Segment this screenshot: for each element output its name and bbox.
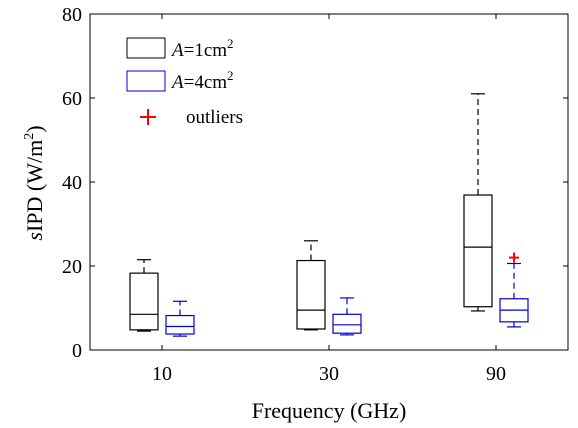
y-axis-title-main: IPD (W/m — [22, 140, 47, 232]
box-layer — [129, 93, 529, 337]
legend-label-1cm2: A=1cm2 — [170, 36, 234, 61]
plot-area — [89, 13, 569, 351]
legend-swatch-1cm2 — [126, 37, 166, 59]
legend-label-1cm2-text: =1cm — [184, 40, 228, 61]
legend-label-4cm2-text: =4cm — [184, 72, 228, 93]
outlier-0 — [509, 252, 519, 263]
y-tick-label-80: 80 — [62, 4, 82, 26]
legend-label-4cm2: A=4cm2 — [170, 68, 234, 93]
iqr-box — [463, 194, 493, 308]
y-tick-label-40: 40 — [62, 172, 82, 194]
box-4cm2-90 — [499, 252, 529, 328]
box-1cm2-10 — [129, 259, 159, 332]
iqr-box — [332, 313, 362, 334]
legend-label-4cm2-sup: 2 — [227, 68, 234, 83]
y-tick-label-0: 0 — [72, 340, 82, 362]
y-tick-label-60: 60 — [62, 88, 82, 110]
legend: A=1cm2 A=4cm2 outliers — [126, 36, 243, 128]
box-4cm2-30 — [332, 297, 362, 336]
x-tick-label-10: 10 — [152, 363, 172, 385]
y-axis-title-sup: 2 — [22, 133, 37, 140]
legend-label-outliers: outliers — [186, 107, 243, 128]
x-tick-label-90: 90 — [486, 363, 506, 385]
box-1cm2-90 — [463, 93, 493, 312]
legend-label-4cm2-italic: A — [170, 72, 184, 93]
iqr-box — [129, 272, 159, 331]
y-axis-title: sIPD (W/m2) — [22, 125, 47, 240]
y-tick-label-20: 20 — [62, 256, 82, 278]
axes-frame — [89, 13, 569, 351]
legend-label-1cm2-italic: A — [170, 40, 184, 61]
box-1cm2-30 — [296, 240, 326, 331]
x-tick-label-30: 30 — [319, 363, 339, 385]
legend-swatch-4cm2 — [126, 70, 166, 92]
iqr-box — [296, 259, 326, 330]
legend-outlier-marker — [140, 109, 156, 125]
legend-label-1cm2-sup: 2 — [227, 36, 234, 51]
y-axis-title-close: ) — [22, 125, 47, 132]
y-axis-title-italic: s — [22, 232, 47, 241]
iqr-box — [165, 314, 195, 335]
box-4cm2-10 — [165, 300, 195, 337]
tick-layer: 0 20 40 60 80 10 30 90 — [62, 4, 568, 385]
x-axis-title: Frequency (GHz) — [252, 398, 407, 423]
